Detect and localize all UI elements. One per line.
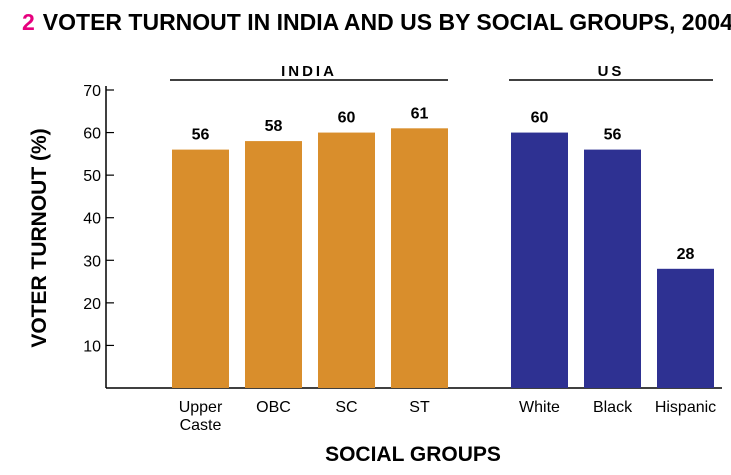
category-label: ST [409, 399, 430, 416]
group-label: INDIA [281, 63, 337, 80]
bars: 56 58 60 61 60 56 28 [172, 105, 714, 389]
bar-value-label: 60 [531, 110, 549, 127]
y-tick-label: 60 [83, 126, 101, 143]
category-label: Hispanic [655, 399, 716, 416]
bar-value-label: 60 [338, 110, 356, 127]
group-label: US [598, 63, 625, 80]
chart-title-text: VOTER TURNOUT IN INDIA AND US BY SOCIAL … [43, 9, 731, 35]
bar-value-label: 56 [192, 127, 210, 144]
y-tick-label: 30 [83, 253, 101, 270]
bar [657, 268, 714, 388]
category-label: Black [593, 399, 633, 416]
category-label: Upper [179, 399, 223, 416]
bar [318, 132, 375, 388]
y-tick-label: 50 [83, 168, 101, 185]
x-axis-title: SOCIAL GROUPS [325, 443, 501, 466]
category-label: OBC [256, 399, 291, 416]
bar [391, 128, 448, 389]
bar-value-label: 58 [265, 118, 283, 135]
bar [511, 132, 568, 388]
chart-title: 2 VOTER TURNOUT IN INDIA AND US BY SOCIAL… [22, 9, 731, 35]
y-tick-label: 40 [83, 211, 101, 228]
bar [584, 149, 641, 388]
bar-value-label: 61 [411, 105, 429, 122]
group-headers: INDIA US [170, 63, 713, 81]
y-tick-label: 70 [83, 83, 101, 100]
y-tick-label: 10 [83, 338, 101, 355]
y-ticks: 10 20 30 40 50 60 70 [83, 83, 114, 355]
y-axis-title: VOTER TURNOUT (%) [28, 128, 51, 347]
chart-title-number: 2 [22, 9, 35, 35]
bar [245, 141, 302, 388]
category-label: White [519, 399, 560, 416]
category-label: Caste [180, 417, 222, 434]
y-tick-label: 20 [83, 296, 101, 313]
bar-value-label: 56 [604, 127, 622, 144]
bar-value-label: 28 [677, 246, 695, 263]
category-label: SC [335, 399, 357, 416]
bar [172, 149, 229, 388]
